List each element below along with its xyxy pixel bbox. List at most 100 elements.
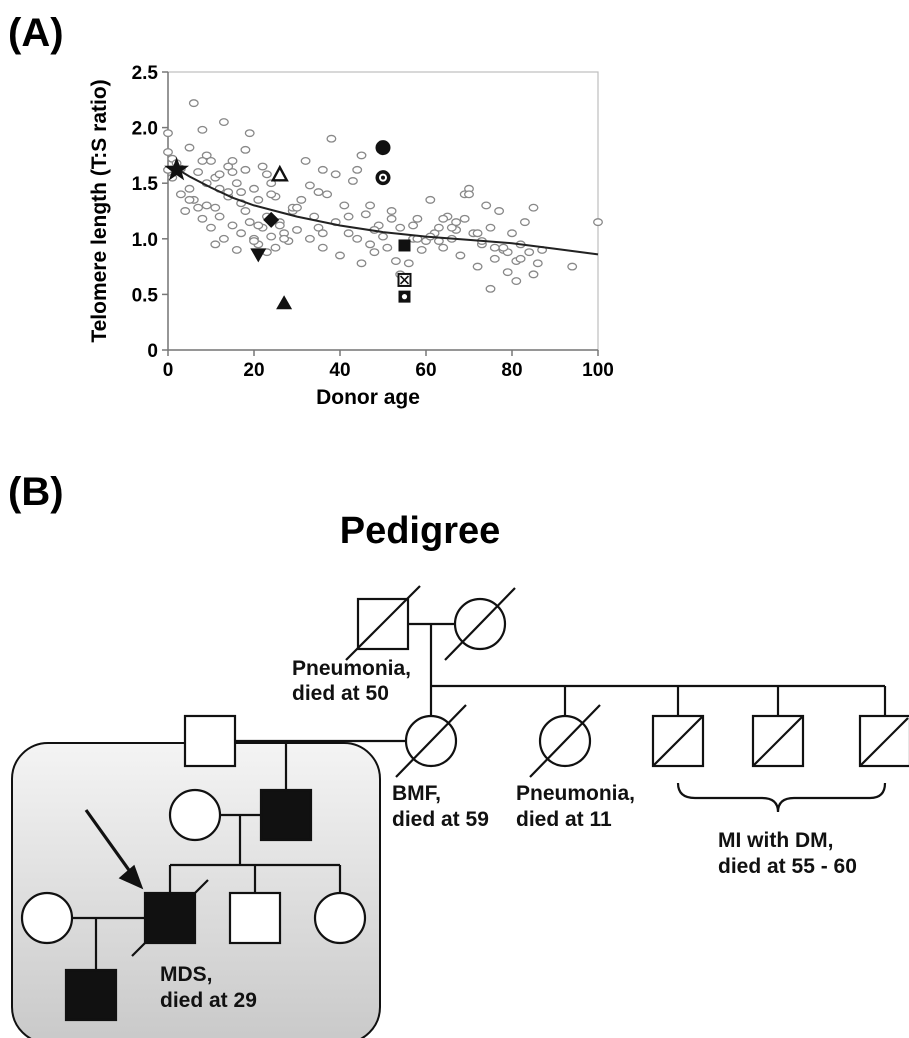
control-point xyxy=(175,190,186,199)
x-tick-label: 60 xyxy=(415,360,436,381)
control-point xyxy=(274,221,285,230)
proband-arrow-shaft xyxy=(84,809,138,881)
control-point xyxy=(352,165,363,174)
control-point xyxy=(236,229,247,238)
control-point xyxy=(524,248,535,257)
control-point xyxy=(218,118,229,126)
control-point xyxy=(184,184,195,193)
control-point xyxy=(227,168,238,177)
grandfather-deceased-slash xyxy=(345,585,421,661)
y-tick-label: 2.5 xyxy=(132,63,159,84)
uncle-1-deceased-slash xyxy=(652,715,704,767)
control-point xyxy=(197,214,208,223)
control-point xyxy=(438,214,449,223)
father-affected-symbol xyxy=(259,788,313,842)
control-point xyxy=(214,212,225,221)
control-point xyxy=(300,157,311,165)
control-point xyxy=(279,234,290,243)
control-point xyxy=(532,259,543,268)
control-point xyxy=(451,218,462,227)
control-point xyxy=(485,284,496,293)
control-point xyxy=(218,234,229,243)
control-point xyxy=(180,207,191,215)
control-point xyxy=(567,262,578,271)
control-point xyxy=(347,177,358,185)
control-point xyxy=(231,179,242,188)
control-point xyxy=(472,229,483,238)
y-tick-label: 0.5 xyxy=(132,285,159,306)
control-point xyxy=(459,214,470,223)
annotation-aunt-line2: died at 11 xyxy=(516,808,612,831)
family-point-filled-triangle-up xyxy=(276,295,293,310)
control-point xyxy=(365,201,376,210)
child-affected-symbol xyxy=(64,968,118,1022)
control-point xyxy=(292,225,302,234)
control-point xyxy=(395,223,406,232)
control-point xyxy=(511,277,522,286)
annotation-grandmother-line2: died at 59 xyxy=(392,808,489,831)
control-point xyxy=(188,99,199,108)
control-point xyxy=(507,229,517,238)
control-point xyxy=(356,151,367,160)
control-point xyxy=(365,240,376,249)
y-tick-labels: 0 0.5 1.0 1.5 2.0 2.5 xyxy=(132,63,168,362)
y-tick-label: 1.5 xyxy=(132,174,159,195)
family-point-filled-square xyxy=(398,239,411,252)
control-point xyxy=(210,240,221,249)
control-point xyxy=(193,168,204,177)
aunt-deceased-slash xyxy=(529,704,601,778)
control-point xyxy=(193,203,204,212)
control-point xyxy=(313,223,324,232)
uncle-2-deceased-slash xyxy=(752,715,804,767)
family-point-crossed-square xyxy=(397,272,412,287)
control-point xyxy=(593,218,603,227)
control-point xyxy=(270,243,281,252)
control-point xyxy=(515,254,526,263)
control-point xyxy=(519,218,530,227)
annotation-grandfather-line2: died at 50 xyxy=(292,682,389,705)
control-point xyxy=(292,203,302,212)
control-point xyxy=(296,195,307,204)
control-point xyxy=(313,188,324,197)
control-point xyxy=(489,254,500,263)
proband-spouse-symbol xyxy=(20,891,74,945)
proband-arrow-icon xyxy=(118,864,144,890)
control-point xyxy=(236,188,247,197)
family-point-filled-triangle-down xyxy=(250,248,267,263)
control-point xyxy=(206,223,216,232)
control-point xyxy=(378,232,388,241)
control-point xyxy=(322,190,333,199)
control-point xyxy=(244,129,255,138)
grandmother-2-deceased-slash xyxy=(395,704,467,778)
control-point xyxy=(201,201,212,210)
control-point xyxy=(446,223,457,232)
control-point xyxy=(197,125,208,134)
trend-line xyxy=(176,167,599,256)
control-point xyxy=(317,229,328,238)
control-point xyxy=(249,184,259,193)
control-point xyxy=(227,157,238,165)
proband-deceased-slash xyxy=(131,879,209,957)
pedigree-diagram xyxy=(11,585,909,1038)
control-point xyxy=(455,251,466,260)
y-tick-label: 0 xyxy=(147,341,158,362)
control-point xyxy=(304,234,315,243)
control-point xyxy=(163,148,173,157)
family-member-points xyxy=(164,140,412,310)
control-point xyxy=(163,129,173,138)
control-point xyxy=(197,157,208,165)
control-point xyxy=(489,243,500,252)
control-point xyxy=(408,221,419,230)
control-point xyxy=(184,195,195,204)
x-tick-label: 80 xyxy=(501,360,522,381)
annotation-grandmother-line1: BMF, xyxy=(392,782,441,805)
control-point xyxy=(240,145,251,154)
control-point xyxy=(223,162,234,171)
control-point xyxy=(231,245,242,254)
control-point xyxy=(206,157,216,165)
annotation-uncles-line2: died at 55 - 60 xyxy=(718,855,857,878)
control-point xyxy=(184,143,195,152)
control-point xyxy=(261,170,272,179)
control-point xyxy=(339,201,350,210)
